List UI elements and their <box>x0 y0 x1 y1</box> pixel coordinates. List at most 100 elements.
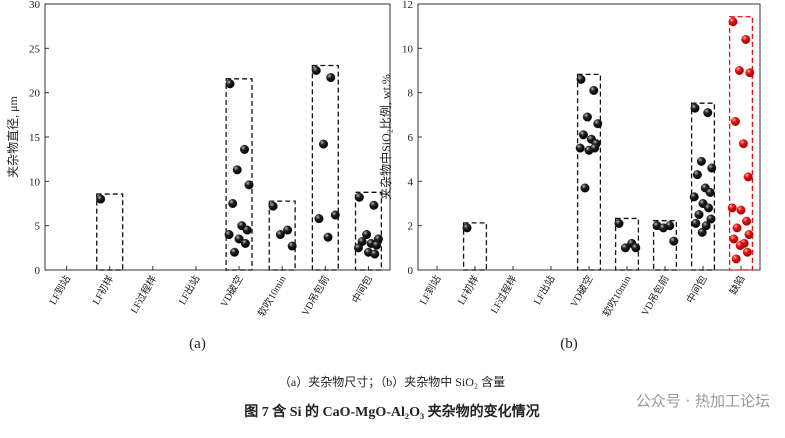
x-tick-label: LF出站 <box>531 273 558 307</box>
point <box>658 223 668 233</box>
point <box>230 247 240 257</box>
point <box>244 180 254 190</box>
point <box>706 214 716 224</box>
point <box>742 216 752 226</box>
y-tick-label: 0 <box>408 265 414 277</box>
point <box>736 205 746 215</box>
point <box>96 194 106 204</box>
point <box>701 221 711 231</box>
x-tick-label: 中间包 <box>683 273 709 305</box>
x-tick-label: LF初样 <box>455 273 482 307</box>
point <box>707 163 717 173</box>
point <box>311 65 321 75</box>
y-tick-label: 4 <box>408 176 414 188</box>
point <box>730 116 740 126</box>
point <box>590 143 600 153</box>
point <box>694 210 704 220</box>
point <box>703 108 713 118</box>
y-tick-label: 6 <box>408 132 414 144</box>
point <box>353 243 363 253</box>
point <box>323 232 333 242</box>
x-tick-label: 中间包 <box>349 273 375 305</box>
x-tick-label: VD吊包前 <box>298 273 331 318</box>
point <box>620 243 630 253</box>
y-tick-label: 10 <box>402 43 414 55</box>
point <box>287 241 297 251</box>
range-box <box>462 222 488 271</box>
x-tick-label: LF到站 <box>417 273 444 307</box>
x-tick-label: LF初样 <box>89 273 116 307</box>
point <box>462 223 472 233</box>
point <box>589 85 599 95</box>
point <box>741 34 751 44</box>
y-axis-label: 夹杂物直径, μm <box>6 95 20 177</box>
y-tick-label: 15 <box>29 132 41 144</box>
point <box>732 223 742 233</box>
point <box>268 201 278 211</box>
range-box <box>690 102 716 271</box>
point <box>697 227 707 237</box>
x-tick-label: LF出站 <box>175 273 202 307</box>
y-tick-label: 5 <box>35 221 41 233</box>
y-axis-label: 夹杂物中SiO₂比例, wt.% <box>378 74 393 200</box>
point <box>370 249 380 259</box>
point <box>319 139 329 149</box>
point <box>745 68 755 78</box>
range-box <box>225 78 253 271</box>
point <box>731 254 741 264</box>
x-tick-label: LF过程样 <box>127 273 159 316</box>
range-box <box>576 73 602 271</box>
x-tick-label: 软吹10min <box>600 273 634 319</box>
point <box>242 225 252 235</box>
point <box>275 230 285 240</box>
point <box>729 234 739 244</box>
point <box>593 119 603 129</box>
point <box>696 156 706 166</box>
y-tick-label: 30 <box>29 0 41 11</box>
point <box>576 74 586 84</box>
point <box>689 192 699 202</box>
point <box>692 170 702 180</box>
point <box>743 172 753 182</box>
y-tick-label: 25 <box>29 43 41 55</box>
y-tick-label: 10 <box>29 176 41 188</box>
point <box>631 243 641 253</box>
point <box>224 230 234 240</box>
x-tick-label: 缺陷 <box>726 273 747 297</box>
x-tick-label: VD破空 <box>217 273 245 309</box>
point <box>704 203 714 213</box>
point <box>728 17 738 27</box>
point <box>614 218 624 228</box>
point <box>330 210 340 220</box>
y-tick-label: 12 <box>402 0 413 11</box>
caption: （a）夹杂物尺寸；（b）夹杂物中 SiO₂ 含量 <box>279 374 505 389</box>
range-box <box>96 193 124 271</box>
point <box>669 236 679 246</box>
point <box>582 112 592 122</box>
point <box>326 73 336 83</box>
panel-label: (a) <box>189 336 206 352</box>
range-box <box>311 64 339 271</box>
point <box>727 203 737 213</box>
point <box>735 241 745 251</box>
point <box>240 238 250 248</box>
watermark: 公众号 · 热加工论坛 <box>636 392 770 410</box>
point <box>705 187 715 197</box>
panel-label: (b) <box>560 336 578 352</box>
x-tick-label: 软吹10min <box>255 273 289 319</box>
point <box>734 65 744 75</box>
point <box>314 214 324 224</box>
x-tick-label: VD破空 <box>567 273 595 309</box>
point <box>575 143 585 153</box>
range-box <box>354 191 383 271</box>
point <box>354 192 364 202</box>
point <box>234 234 244 244</box>
y-tick-label: 2 <box>408 221 414 233</box>
range-box <box>728 16 754 271</box>
point <box>691 218 701 228</box>
point <box>744 230 754 240</box>
point <box>742 247 752 257</box>
point <box>738 139 748 149</box>
x-tick-label: LF到站 <box>46 273 73 307</box>
